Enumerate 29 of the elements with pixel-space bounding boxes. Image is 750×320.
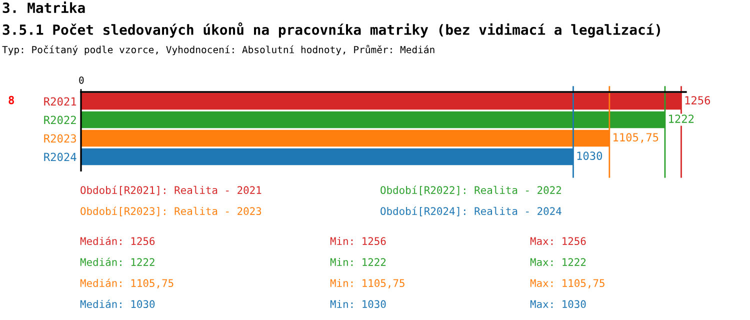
text: 0 bbox=[79, 76, 84, 84]
chart-title: 3. Matrika bbox=[2, 2, 85, 14]
data-label: 1105,75 bbox=[614, 133, 658, 143]
data-label: 1222 bbox=[669, 114, 694, 123]
y-tick-label: R2024 bbox=[44, 152, 76, 162]
text: Medián: 1030 bbox=[80, 300, 155, 308]
text: Období[R2022]: Realita - 2022 bbox=[380, 186, 561, 196]
text: Medián: 1256 bbox=[80, 236, 155, 246]
text: Období[R2023]: Realita - 2023 bbox=[80, 206, 262, 216]
text: Typ: Počítaný podle vzorce, Vyhodnocení: Absolutní hodnoty, Průměr: Medián bbox=[2, 44, 434, 56]
text: Max: 1222 bbox=[530, 258, 586, 266]
text: Období[R2021]: Realita - 2021 bbox=[80, 186, 262, 196]
text: Období[R2024]: Realita - 2024 bbox=[380, 206, 562, 216]
text: Max: 1256 bbox=[530, 237, 586, 246]
text: Medián: 1105,75 bbox=[80, 278, 174, 288]
text: 8 bbox=[8, 96, 14, 104]
text: Medián: 1222 bbox=[80, 258, 154, 266]
y-tick-label: R2023 bbox=[44, 134, 76, 143]
y-tick-label: R2021 bbox=[44, 97, 76, 106]
text: Min: 1256 bbox=[330, 236, 386, 246]
data-label: 1030 bbox=[577, 152, 602, 160]
text: Max: 1105,75 bbox=[530, 279, 604, 288]
chart-subtitle: 3.5.1 Počet sledovaných úkonů na pracovníka matriky (bez vidimací a legalizací) bbox=[2, 22, 660, 38]
data-label: 1256 bbox=[685, 96, 710, 105]
text: Min: 1105,75 bbox=[330, 278, 404, 288]
text: Min: 1222 bbox=[330, 258, 386, 266]
text: Min: 1030 bbox=[330, 300, 386, 308]
y-tick-label: R2022 bbox=[44, 116, 76, 124]
text: Max: 1030 bbox=[530, 300, 586, 308]
